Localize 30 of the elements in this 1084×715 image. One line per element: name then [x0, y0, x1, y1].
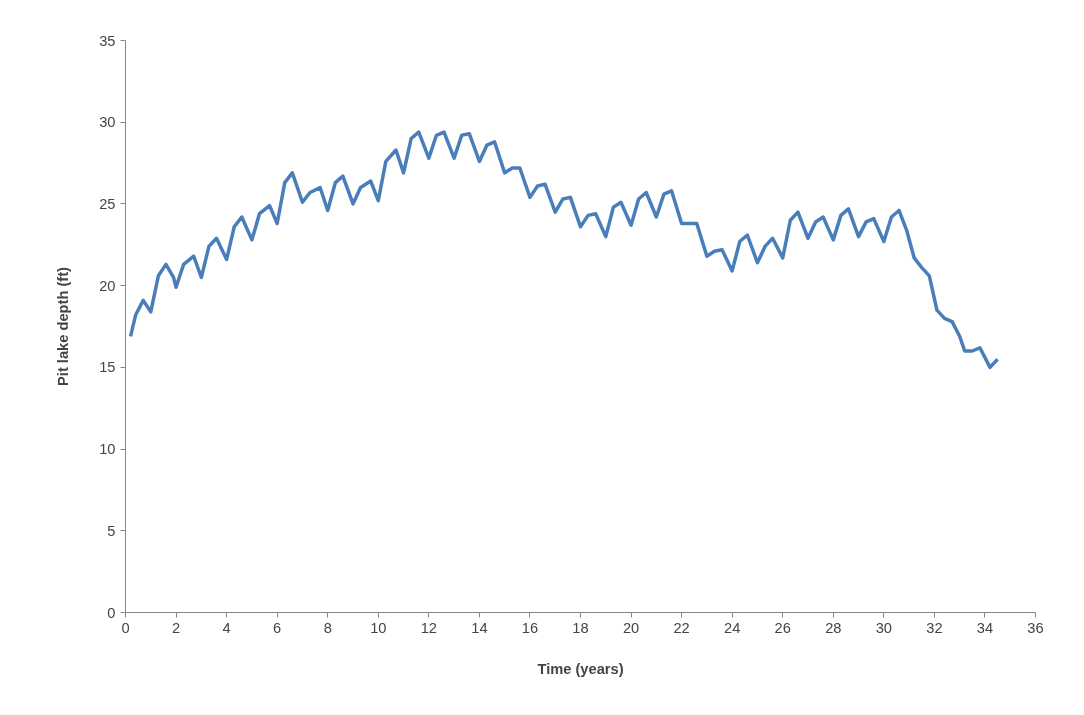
x-tick-label: 18	[572, 619, 589, 636]
y-tick-label: 30	[99, 114, 116, 131]
x-tick-label: 34	[976, 619, 994, 636]
x-tick-label: 32	[926, 619, 943, 636]
y-tick-label: 5	[107, 522, 116, 539]
x-tick-label: 6	[273, 619, 282, 636]
line-series	[128, 130, 1000, 370]
y-tick-label: 15	[99, 359, 116, 376]
x-tick-label: 14	[471, 619, 488, 636]
x-tick-label: 24	[724, 619, 741, 636]
x-tick-label: 2	[171, 619, 181, 636]
y-tick-label: 35	[99, 32, 116, 49]
x-tick-label: 20	[622, 619, 640, 636]
x-tick-label: 12	[420, 619, 437, 636]
x-axis-title: Time (years)	[537, 660, 624, 677]
x-tick-label: 16	[521, 619, 539, 636]
y-tick-label: 25	[99, 195, 116, 212]
y-tick-label: 20	[99, 277, 116, 294]
x-tick-label: 30	[875, 619, 892, 636]
x-tick-label: 10	[370, 619, 387, 636]
y-axis-title: Pit lake depth (ft)	[55, 266, 72, 386]
x-tick-label: 4	[222, 619, 231, 636]
y-tick-label: 10	[99, 441, 116, 458]
x-tick-label: 8	[323, 619, 332, 636]
x-tick-label: 26	[774, 619, 791, 636]
y-tick-label: 0	[107, 604, 116, 621]
x-tick-label: 36	[1027, 619, 1044, 636]
x-tick-label: 0	[121, 619, 130, 636]
x-tick-label: 22	[673, 619, 690, 636]
x-tick-label: 28	[825, 619, 842, 636]
